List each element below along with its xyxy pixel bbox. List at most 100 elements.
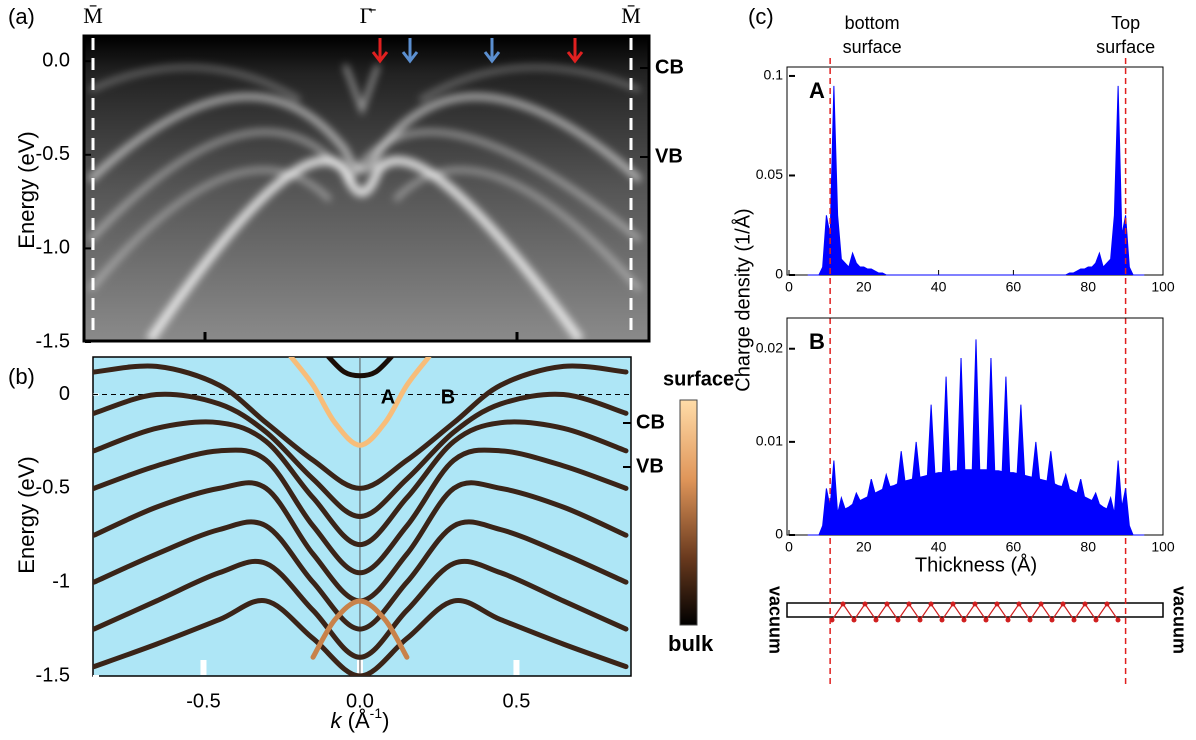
band-label: VB <box>655 145 683 167</box>
y-tick-label: -1 <box>52 570 70 592</box>
y-tick-label: 0.05 <box>756 166 783 182</box>
surface-label: Top <box>1111 13 1140 33</box>
band-label: VB <box>636 455 664 477</box>
x-axis-label-part: -1 <box>370 705 383 721</box>
atom <box>851 617 857 623</box>
x-axis-label: k (Å-1) <box>331 705 390 733</box>
band <box>326 357 394 379</box>
atom <box>939 617 945 623</box>
x-tick-label: 100 <box>1151 539 1175 555</box>
y-axis-label: Charge density (1/Å) <box>731 208 754 391</box>
band <box>93 558 629 660</box>
atom <box>994 601 1000 607</box>
bond <box>963 603 976 621</box>
atom <box>1005 617 1011 623</box>
bond <box>1084 603 1097 621</box>
bond <box>875 603 888 621</box>
atom <box>840 601 846 607</box>
vacuum-label: vacuum <box>1169 586 1189 654</box>
y-tick-label: -1.5 <box>36 330 70 352</box>
band <box>93 419 629 548</box>
bond <box>1018 603 1031 621</box>
atom <box>917 617 923 623</box>
bond <box>974 603 987 621</box>
y-tick-label: -1.5 <box>36 664 70 686</box>
atom <box>928 601 934 607</box>
x-tick-label: 60 <box>1006 539 1022 555</box>
point-label: Γ̄ <box>360 3 377 28</box>
band <box>93 391 629 520</box>
area-fill <box>807 339 1145 535</box>
point-label: A <box>381 386 395 408</box>
atom <box>1038 601 1044 607</box>
y-tick-label: 0 <box>775 266 783 282</box>
point-label: M̄ <box>621 3 641 28</box>
atom <box>983 617 989 623</box>
x-tick-label: 0.0 <box>346 690 374 712</box>
x-tick-label: 40 <box>931 539 947 555</box>
band-label: CB <box>655 56 684 78</box>
atom <box>873 617 879 623</box>
bond <box>908 603 921 621</box>
bond <box>1062 603 1075 621</box>
x-tick-label: 0 <box>785 539 793 555</box>
atom <box>1115 617 1121 623</box>
panel-label: (b) <box>8 364 35 389</box>
band <box>93 519 629 632</box>
bond <box>1051 603 1064 621</box>
atom <box>884 601 890 607</box>
y-axis-label: Energy (eV) <box>14 456 39 573</box>
x-tick-label: -0.5 <box>186 690 220 712</box>
colorbar-label: surface <box>663 368 734 390</box>
arrows <box>371 38 584 64</box>
area-line <box>807 85 1145 276</box>
band <box>310 598 410 660</box>
atom <box>895 617 901 623</box>
bond <box>897 603 910 621</box>
tick-mark <box>513 660 520 675</box>
bond <box>952 603 965 621</box>
bond <box>1029 603 1042 621</box>
bond <box>985 603 998 621</box>
atom <box>950 601 956 607</box>
x-tick-label: 100 <box>1151 279 1175 295</box>
y-axis-label: Energy (eV) <box>14 131 39 248</box>
bond <box>1106 603 1119 621</box>
band-label: CB <box>636 411 665 433</box>
y-tick-label: -0.5 <box>36 477 70 499</box>
bond <box>886 603 899 621</box>
surface-label: surface <box>843 37 902 57</box>
point-label: A <box>809 78 825 103</box>
point-label: B <box>809 329 825 354</box>
x-axis-label: Thickness (Å) <box>915 553 1037 576</box>
area-fill <box>807 85 1145 275</box>
bond <box>930 603 943 621</box>
band <box>93 447 629 576</box>
panel-label: (a) <box>8 4 35 29</box>
arpes-bands <box>87 64 643 340</box>
x-axis-label-part: k <box>331 708 343 733</box>
bond <box>941 603 954 621</box>
bond <box>1095 603 1108 621</box>
band <box>93 363 629 491</box>
y-tick-label: 0.1 <box>764 67 784 83</box>
bond <box>1040 603 1053 621</box>
y-tick-label: -0.5 <box>36 143 70 165</box>
bond <box>1073 603 1086 621</box>
x-tick-label: 20 <box>856 279 872 295</box>
y-tick-label: 0.01 <box>756 433 783 449</box>
atom <box>1049 617 1055 623</box>
bond <box>1007 603 1020 621</box>
bands <box>93 357 631 676</box>
bond <box>996 603 1009 621</box>
x-axis-label-part: ) <box>382 708 389 733</box>
atom <box>1104 601 1110 607</box>
atom <box>1071 617 1077 623</box>
atom <box>961 617 967 623</box>
atoms <box>829 601 1121 623</box>
x-tick-label: 40 <box>931 279 947 295</box>
x-tick-label: 0 <box>785 279 793 295</box>
bond <box>842 603 855 621</box>
atom <box>972 601 978 607</box>
